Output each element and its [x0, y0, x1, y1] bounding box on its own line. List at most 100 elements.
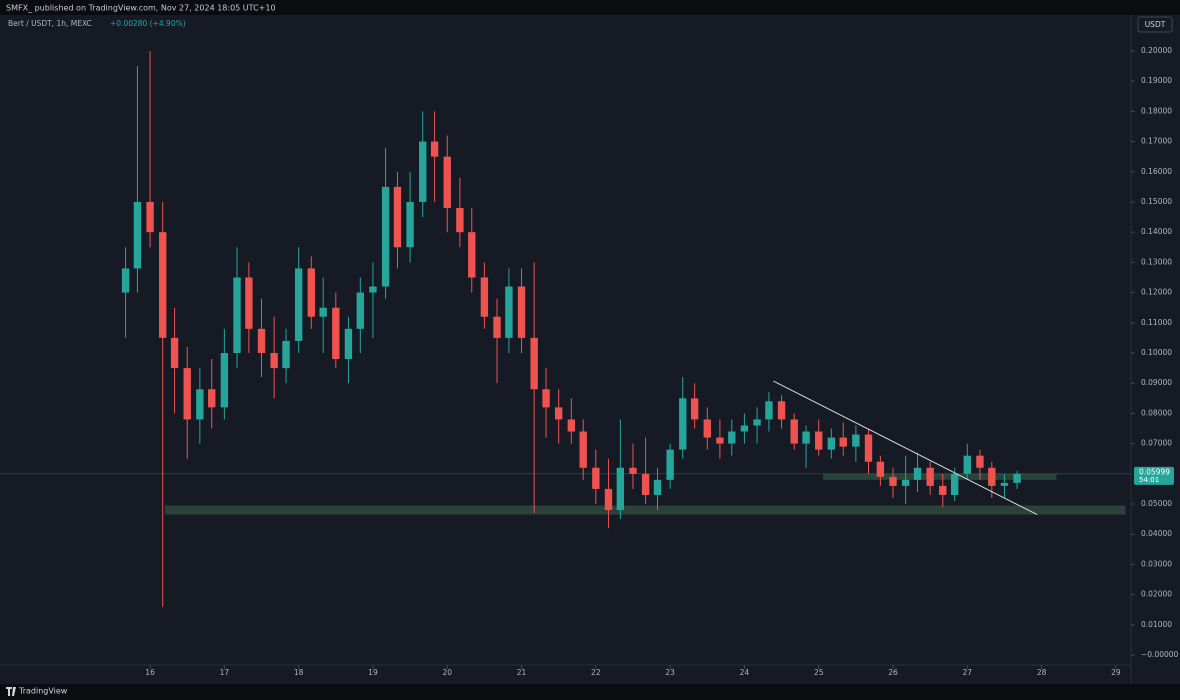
countdown-label: 54:01: [1139, 476, 1159, 484]
change-label: +0.00280 (+4.90%): [110, 19, 186, 28]
candle-body: [146, 201, 154, 233]
candle-body: [950, 473, 959, 495]
candle-body: [245, 277, 253, 329]
candle-body: [159, 232, 167, 338]
candle-body: [604, 488, 613, 511]
y-tick-label: 0.04000: [1141, 529, 1172, 538]
candle-body: [703, 419, 711, 438]
header-bar: [0, 0, 1180, 15]
candle-body: [517, 286, 526, 338]
x-tick-label: 28: [1037, 668, 1047, 677]
y-tick-label: 0.05000: [1141, 499, 1172, 508]
tv-logo: [6, 687, 16, 696]
candle-body: [976, 455, 984, 468]
candle-body: [616, 467, 625, 511]
candle-body: [294, 268, 303, 341]
x-tick-label: 27: [963, 668, 973, 677]
currency-box[interactable]: [1137, 16, 1173, 33]
x-tick-label: 25: [814, 668, 824, 677]
candle-body: [666, 449, 674, 480]
y-tick-label: 0.14000: [1141, 227, 1172, 236]
y-tick-label: 0.18000: [1141, 106, 1172, 115]
last-price-label: 0.05999: [1139, 467, 1170, 476]
candle-body: [356, 292, 365, 329]
header-text: SMFX_ published on TradingView.com, Nov …: [6, 4, 276, 13]
candle-body: [530, 337, 538, 390]
plot-area: [0, 50, 1131, 607]
y-tick-label: −0.00000: [1141, 650, 1179, 659]
candle-body: [406, 201, 414, 248]
candle-body: [369, 286, 377, 293]
candle-body: [480, 277, 489, 317]
candle-body: [332, 307, 340, 360]
candle-body: [641, 473, 650, 495]
trendline: [773, 380, 1038, 516]
candle-body: [765, 401, 773, 420]
candle-body: [493, 316, 501, 338]
y-tick-label: 0.11000: [1141, 318, 1172, 327]
x-tick-label: 19: [368, 668, 378, 677]
candle-body: [939, 485, 947, 495]
candle-body: [901, 479, 910, 486]
candle-body: [468, 232, 476, 278]
candle-body: [555, 407, 563, 420]
x-tick-label: 26: [888, 668, 898, 677]
candle-body: [815, 431, 823, 450]
y-tick-label: 0.19000: [1141, 76, 1172, 85]
y-tick-label: 0.02000: [1141, 590, 1172, 599]
candle-body: [196, 389, 204, 420]
candle-body: [282, 340, 290, 369]
y-tick-label: 0.08000: [1141, 408, 1172, 417]
y-tick-label: 0.09000: [1141, 378, 1172, 387]
candle-body: [443, 156, 451, 209]
candle-body: [257, 328, 266, 353]
candle-body: [629, 467, 637, 474]
last-price-box: [1134, 466, 1174, 485]
candle-body: [183, 368, 191, 420]
candle-body: [170, 337, 179, 369]
candle-body: [827, 437, 836, 450]
candle-body: [728, 431, 736, 444]
support-zone: [164, 505, 1126, 515]
candle-body: [790, 419, 798, 444]
candle-body: [1000, 482, 1009, 486]
candle-body: [319, 307, 327, 317]
candle-body: [963, 455, 971, 474]
candle-body: [208, 389, 216, 408]
x-tick-label: 17: [220, 668, 230, 677]
x-tick-label: 20: [442, 668, 452, 677]
candle-body: [679, 398, 687, 450]
candle-body: [852, 434, 860, 447]
candle-body: [381, 186, 390, 287]
currency-label: USDT: [1145, 20, 1166, 29]
candle-body: [839, 437, 847, 447]
candle-body: [456, 208, 464, 233]
candle-body: [653, 479, 662, 495]
y-tick-label: 0.20000: [1141, 46, 1172, 55]
candle-body: [777, 401, 786, 420]
candle-body: [864, 434, 873, 462]
candle-body: [876, 461, 885, 477]
y-tick-label: 0.15000: [1141, 197, 1172, 206]
candle-body: [753, 419, 761, 426]
candle-body: [505, 286, 513, 338]
candle-body: [270, 352, 278, 369]
candle-body: [802, 431, 810, 444]
candle-body: [592, 467, 600, 489]
candle-body: [740, 425, 749, 432]
y-tick-label: 0.13000: [1141, 257, 1172, 266]
candle-body: [567, 419, 575, 432]
candle-body: [913, 467, 922, 480]
y-tick-label: 0.17000: [1141, 137, 1172, 146]
candle-body: [579, 431, 587, 468]
x-tick-label: 16: [145, 668, 155, 677]
y-tick-label: 0.10000: [1141, 348, 1172, 357]
x-tick-label: 29: [1111, 668, 1121, 677]
candle-body: [889, 476, 897, 486]
candle-body: [988, 467, 996, 486]
candle-body: [926, 467, 934, 486]
chart-background: [0, 15, 1180, 684]
candle-body: [430, 141, 439, 157]
